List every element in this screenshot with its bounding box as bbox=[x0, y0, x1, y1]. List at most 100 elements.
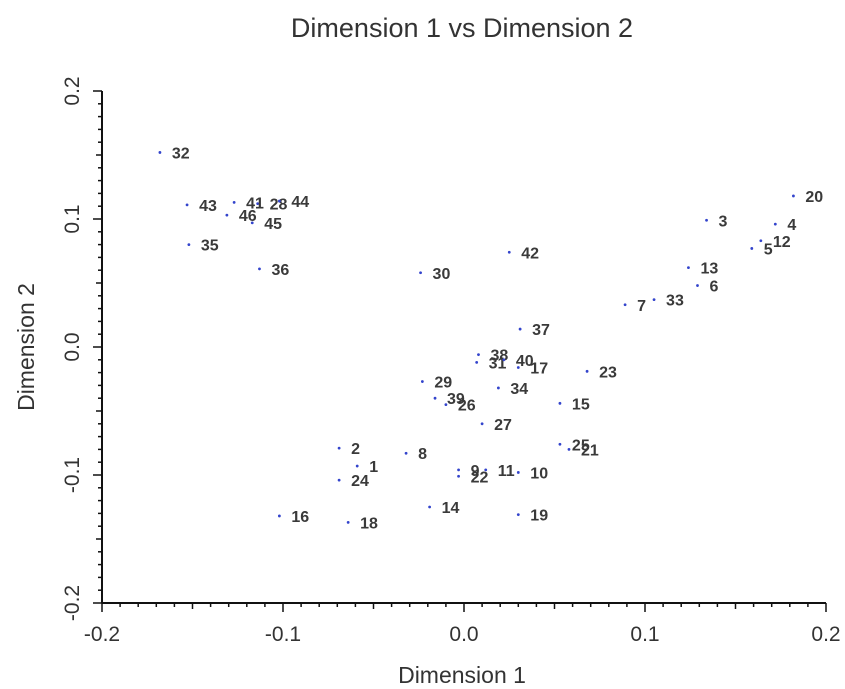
data-point-label: 8 bbox=[418, 446, 427, 463]
data-point-label: 30 bbox=[433, 266, 451, 283]
data-point-label: 22 bbox=[471, 469, 489, 486]
data-point bbox=[337, 478, 341, 482]
data-point bbox=[567, 448, 571, 451]
data-point-label: 39 bbox=[447, 391, 465, 408]
data-point-label: 45 bbox=[264, 216, 282, 233]
data-point bbox=[507, 250, 511, 254]
data-point-label: 46 bbox=[239, 208, 257, 225]
data-point-label: 32 bbox=[172, 145, 190, 162]
x-axis-label: Dimension 1 bbox=[398, 662, 526, 688]
data-point-label: 23 bbox=[599, 364, 617, 381]
data-point-label: 25 bbox=[572, 437, 590, 454]
data-point-label: 10 bbox=[530, 465, 548, 482]
y-tick-label: 0.1 bbox=[61, 204, 84, 233]
data-point-label: 35 bbox=[201, 238, 219, 255]
data-point-label: 24 bbox=[351, 473, 369, 490]
data-point bbox=[792, 194, 795, 198]
data-point bbox=[516, 513, 520, 517]
data-point-label: 20 bbox=[805, 189, 823, 206]
chart-title: Dimension 1 vs Dimension 2 bbox=[291, 13, 633, 43]
data-point bbox=[225, 213, 229, 217]
data-point bbox=[687, 266, 690, 270]
data-point-label: 40 bbox=[516, 353, 534, 370]
data-point bbox=[773, 222, 777, 226]
y-tick-label: 0.0 bbox=[61, 332, 84, 361]
x-tick-label: 0.0 bbox=[449, 623, 478, 646]
data-point bbox=[558, 401, 562, 405]
y-tick-label: -0.1 bbox=[61, 457, 84, 493]
data-point bbox=[558, 442, 562, 446]
axes: -0.2 -0.1 0.0 0.1 0.2 -0.2 -0.1 0.0 0.1 0.2 bbox=[61, 76, 841, 646]
data-point bbox=[496, 386, 500, 390]
data-point bbox=[457, 468, 460, 472]
data-point bbox=[696, 284, 699, 287]
data-point bbox=[705, 218, 708, 222]
data-point-label: 16 bbox=[291, 509, 309, 526]
data-point-label: 34 bbox=[510, 381, 528, 398]
y-tick-label: -0.2 bbox=[61, 585, 84, 621]
data-point-label: 5 bbox=[764, 241, 773, 258]
data-point bbox=[516, 366, 520, 369]
data-point bbox=[185, 203, 189, 207]
data-point bbox=[484, 468, 488, 472]
data-point bbox=[480, 422, 484, 426]
data-point bbox=[518, 327, 522, 331]
data-point-label: 27 bbox=[494, 417, 512, 434]
data-point bbox=[355, 464, 359, 468]
data-point-label: 2 bbox=[351, 441, 360, 458]
data-point-label: 42 bbox=[521, 245, 539, 262]
data-point bbox=[433, 396, 437, 400]
data-point-label: 26 bbox=[458, 398, 476, 415]
data-point-label: 29 bbox=[434, 375, 452, 392]
data-point bbox=[502, 358, 506, 362]
x-tick-label: 0.1 bbox=[630, 623, 659, 646]
data-point-label: 44 bbox=[291, 194, 309, 211]
data-point-label: 15 bbox=[572, 396, 590, 413]
data-point bbox=[346, 520, 350, 524]
data-point bbox=[759, 239, 763, 243]
data-point bbox=[457, 474, 460, 478]
data-point-label: 36 bbox=[271, 262, 289, 279]
data-point-label: 38 bbox=[490, 348, 508, 365]
data-point-label: 41 bbox=[246, 195, 264, 212]
data-point bbox=[750, 247, 754, 250]
data-point bbox=[250, 221, 254, 225]
data-point-label: 18 bbox=[360, 515, 378, 532]
data-point-label: 12 bbox=[773, 234, 791, 251]
y-axis-label: Dimension 2 bbox=[13, 283, 39, 411]
data-point-label: 6 bbox=[709, 279, 718, 296]
data-point-label: 3 bbox=[719, 213, 728, 230]
data-point-label: 13 bbox=[700, 261, 718, 278]
data-point-label: 19 bbox=[530, 508, 548, 525]
data-point bbox=[258, 267, 261, 271]
x-tick-label: -0.1 bbox=[265, 623, 301, 646]
data-point bbox=[585, 369, 589, 373]
data-point bbox=[623, 303, 627, 307]
x-tick-label: 0.2 bbox=[811, 623, 840, 646]
data-point-label: 1 bbox=[369, 459, 378, 476]
data-point-label: 31 bbox=[489, 355, 507, 372]
data-point-label: 7 bbox=[637, 298, 646, 315]
data-point-label: 37 bbox=[532, 322, 550, 339]
data-point bbox=[277, 199, 281, 203]
data-point bbox=[516, 471, 520, 474]
data-point-label: 11 bbox=[498, 463, 515, 480]
data-point bbox=[420, 380, 424, 383]
data-point bbox=[256, 202, 260, 206]
data-point bbox=[187, 243, 191, 247]
data-point bbox=[277, 514, 281, 518]
data-point bbox=[652, 298, 656, 302]
data-point bbox=[419, 271, 422, 275]
data-point bbox=[404, 451, 408, 455]
data-point-label: 17 bbox=[530, 360, 548, 377]
data-point bbox=[158, 151, 162, 154]
data-point-label: 14 bbox=[442, 500, 460, 517]
data-point bbox=[477, 353, 480, 357]
data-point bbox=[475, 360, 479, 364]
data-point-label: 4 bbox=[787, 217, 796, 234]
data-point bbox=[337, 446, 341, 450]
data-point bbox=[428, 505, 432, 509]
data-point-label: 28 bbox=[270, 197, 288, 214]
